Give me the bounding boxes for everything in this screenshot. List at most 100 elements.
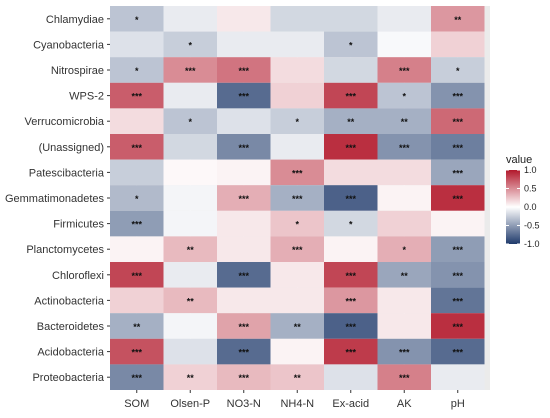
significance-mark: *** bbox=[292, 194, 303, 204]
significance-mark: ** bbox=[294, 322, 302, 332]
heatmap-cell bbox=[217, 31, 271, 58]
row-label: Planctomycetes bbox=[26, 244, 104, 256]
heatmap-cell bbox=[270, 364, 324, 390]
significance-mark: * bbox=[135, 194, 139, 204]
heatmap-cell bbox=[110, 57, 164, 83]
heatmap-cell bbox=[431, 313, 485, 339]
legend-tick-label: -0.5 bbox=[524, 221, 540, 231]
significance-mark: * bbox=[456, 66, 460, 76]
significance-mark: *** bbox=[399, 66, 410, 76]
heatmap-cell bbox=[431, 108, 485, 134]
heatmap-cell bbox=[377, 6, 431, 32]
column-label: NO3-N bbox=[227, 398, 261, 410]
heatmap-cell bbox=[163, 134, 217, 160]
heatmap-cell bbox=[270, 6, 324, 32]
heatmap-cell bbox=[431, 57, 485, 83]
significance-mark: *** bbox=[238, 271, 249, 281]
row-label: WPS-2 bbox=[69, 91, 104, 103]
heatmap-cell bbox=[217, 210, 271, 237]
column-label: AK bbox=[397, 398, 412, 410]
heatmap-cell bbox=[217, 313, 271, 339]
heatmap-cell bbox=[163, 287, 217, 314]
row-label: Chlamydiae bbox=[46, 14, 104, 26]
row-label: Proteobacteria bbox=[32, 372, 104, 384]
heatmap-cell bbox=[110, 185, 164, 211]
heatmap-cell bbox=[217, 6, 271, 32]
significance-mark: *** bbox=[238, 322, 249, 332]
heatmap-cell bbox=[110, 134, 164, 160]
significance-layer: * *** ** *** *** *** **** *** *** * **** * ** ** *****… bbox=[131, 15, 463, 383]
heatmap-cell bbox=[377, 108, 431, 134]
significance-mark: *** bbox=[345, 322, 356, 332]
heatmap-cell bbox=[163, 57, 217, 83]
significance-mark: *** bbox=[131, 373, 142, 383]
heatmap-cell bbox=[163, 236, 217, 262]
heatmap-cell bbox=[163, 6, 217, 32]
column-label: SOM bbox=[124, 398, 149, 410]
heatmap-cell bbox=[270, 108, 324, 134]
heatmap-cell bbox=[217, 159, 271, 186]
heatmap-cell bbox=[377, 159, 431, 186]
heatmap-cell bbox=[217, 134, 271, 160]
significance-mark: * bbox=[295, 117, 299, 127]
heatmap-cell bbox=[324, 134, 378, 160]
significance-mark: ** bbox=[454, 15, 462, 25]
column-labels: SOM Olsen-P NO3-N NH4-N Ex-acid AK pH bbox=[124, 390, 465, 410]
heatmap-cell bbox=[217, 236, 271, 262]
significance-mark: *** bbox=[452, 168, 463, 178]
column-label: Olsen-P bbox=[170, 398, 210, 410]
legend-ticks: 1.0 0.5 0.0 -0.5 -1.0 bbox=[506, 165, 540, 249]
heatmap-cell bbox=[377, 338, 431, 365]
heatmap-cell bbox=[270, 236, 324, 262]
legend-tick-label: 0.0 bbox=[524, 202, 537, 212]
heatmap-cell bbox=[431, 134, 485, 160]
heatmap-cell bbox=[110, 364, 164, 390]
significance-mark: *** bbox=[452, 92, 463, 102]
heatmap-cell bbox=[110, 6, 164, 32]
legend-tick-label: 0.5 bbox=[524, 184, 537, 194]
heatmap-cell bbox=[110, 210, 164, 237]
significance-mark: *** bbox=[131, 271, 142, 281]
legend-tick-label: -1.0 bbox=[524, 239, 540, 249]
heatmap-cell bbox=[324, 338, 378, 365]
heatmap-cell bbox=[163, 82, 217, 109]
significance-mark: ** bbox=[347, 117, 355, 127]
significance-mark: * bbox=[135, 66, 139, 76]
heatmap-cell bbox=[110, 159, 164, 186]
significance-mark: * bbox=[402, 92, 406, 102]
heatmap-cell bbox=[270, 210, 324, 237]
heatmap-cell bbox=[163, 313, 217, 339]
heatmap-cell bbox=[377, 57, 431, 83]
significance-mark: *** bbox=[238, 143, 249, 153]
heatmap-cell bbox=[217, 57, 271, 83]
row-label: Verrucomicrobia bbox=[25, 116, 105, 128]
significance-mark: * bbox=[188, 117, 192, 127]
significance-mark: *** bbox=[238, 348, 249, 358]
significance-mark: *** bbox=[345, 194, 356, 204]
legend-title: value bbox=[506, 154, 532, 166]
heatmap-cell bbox=[377, 134, 431, 160]
row-label: (Unassigned) bbox=[39, 142, 104, 154]
heatmap-cell bbox=[110, 262, 164, 288]
significance-mark: ** bbox=[401, 117, 409, 127]
significance-mark: * bbox=[402, 245, 406, 255]
significance-mark: ** bbox=[187, 373, 195, 383]
heatmap-cell bbox=[270, 185, 324, 211]
heatmap-cell bbox=[270, 159, 324, 186]
row-label: Gemmatimonadetes bbox=[5, 193, 105, 205]
heatmap-cell bbox=[324, 108, 378, 134]
heatmap-cell bbox=[110, 338, 164, 365]
heatmap-cell bbox=[431, 210, 485, 237]
heatmap-cell bbox=[377, 364, 431, 390]
heatmap-cell bbox=[217, 364, 271, 390]
significance-mark: ** bbox=[187, 296, 195, 306]
heatmap-cell bbox=[163, 338, 217, 365]
significance-mark: * bbox=[295, 220, 299, 230]
heatmap-cell bbox=[431, 236, 485, 262]
heatmap-cell bbox=[217, 82, 271, 109]
legend-tick-label: 1.0 bbox=[524, 165, 537, 175]
significance-mark: ** bbox=[401, 271, 409, 281]
significance-mark: *** bbox=[345, 271, 356, 281]
heatmap-cell bbox=[163, 31, 217, 58]
heatmap-cell bbox=[110, 82, 164, 109]
